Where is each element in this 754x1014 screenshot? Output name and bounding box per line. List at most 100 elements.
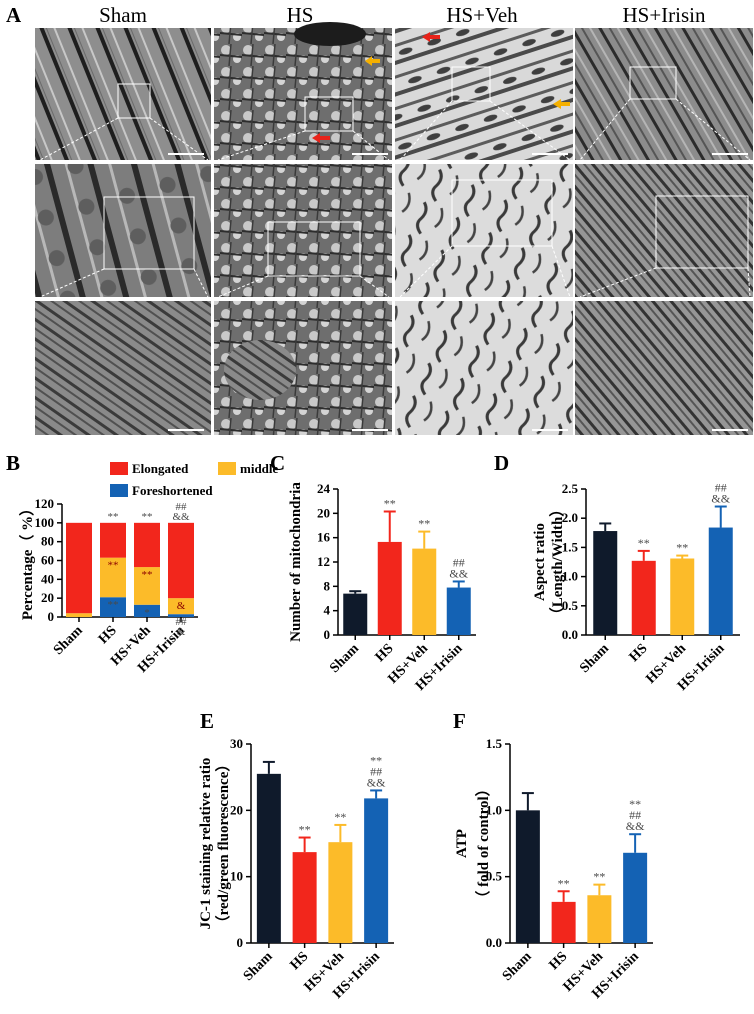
bar-hs-irisin	[708, 527, 733, 635]
y-axis-label: Number of mitochondria	[288, 482, 304, 642]
y-tick-label: 2.5	[562, 481, 579, 496]
panel-label-e: E	[200, 709, 214, 733]
legend-swatch-middle	[218, 462, 236, 475]
significance-marker: &&	[626, 819, 645, 833]
micrograph-hs-irisin-mid	[575, 164, 753, 298]
y-tick-label: 12	[317, 554, 330, 569]
bar-segment-middle	[100, 557, 126, 598]
significance-marker: **	[638, 536, 650, 550]
y-tick-label: 20	[230, 802, 243, 817]
y-tick-label: 80	[41, 534, 54, 549]
significance-marker: **	[370, 753, 382, 767]
y-tick-label: 30	[230, 736, 243, 751]
x-tick-label: Sham	[327, 641, 362, 676]
bar-hs-veh	[412, 548, 437, 635]
micrograph-hs-irisin-low	[575, 28, 753, 161]
significance-marker: **	[558, 876, 570, 890]
y-tick-label: 24	[317, 481, 331, 496]
x-tick-label: HS	[288, 949, 312, 973]
y-tick-label: 0	[324, 627, 331, 642]
y-tick-label: 2.0	[562, 510, 578, 525]
significance-marker: **	[629, 797, 641, 811]
legend-swatch-foreshortened	[110, 484, 128, 497]
micrograph-sham-high	[35, 301, 211, 435]
significance-marker: &&	[367, 775, 386, 789]
legend-label-middle: middle	[240, 461, 279, 476]
y-tick-label: 0	[48, 609, 55, 624]
y-axis-label: Percentage（ %）	[18, 501, 36, 620]
significance-marker: **	[334, 810, 346, 824]
y-axis-label-secondary: （ fold of control）	[474, 781, 492, 905]
bar-segment-elongated	[168, 522, 194, 599]
significance-marker: ##	[176, 501, 188, 513]
y-tick-label: 1.5	[486, 736, 503, 751]
bar-sham	[256, 773, 281, 943]
bar-hs-veh	[587, 895, 612, 943]
panel-label-f: F	[453, 709, 466, 733]
y-axis-label-secondary: （Length/Width）	[548, 502, 566, 623]
significance-marker: **	[593, 870, 605, 884]
x-tick-label: HS	[547, 949, 571, 973]
significance-marker: **	[142, 511, 153, 523]
bar-hs	[551, 901, 576, 943]
x-tick-label: Sham	[500, 949, 535, 984]
x-tick-label: HS	[373, 641, 397, 665]
micrograph-hs-veh-mid	[395, 164, 573, 298]
y-tick-label: 0	[237, 935, 244, 950]
yellow-arrow-icon	[365, 56, 380, 66]
micrograph-hs-high	[214, 301, 392, 435]
micrograph-hs-veh-low	[395, 28, 573, 161]
group-title-hs: HS	[287, 3, 314, 27]
bar-segment-elongated	[100, 522, 126, 558]
y-tick-label: 4	[324, 603, 331, 618]
x-tick-label: HS	[96, 623, 120, 647]
significance-marker: **	[676, 541, 688, 555]
y-axis-label: ATP	[454, 829, 470, 858]
legend-label-foreshortened: Foreshortened	[132, 483, 213, 498]
bar-segment-foreshortened	[134, 604, 160, 617]
yellow-arrow-icon	[553, 99, 570, 109]
significance-marker: &&	[172, 511, 190, 523]
bar-sham	[343, 593, 368, 635]
micrograph-panel: A Sham HS HS+Veh HS+Irisin	[6, 3, 753, 435]
micrograph-hs-low	[214, 22, 392, 161]
significance-marker: ##	[453, 555, 465, 569]
group-title-sham: Sham	[99, 3, 147, 27]
significance-marker: ##	[176, 616, 188, 628]
bar-hs-veh	[670, 558, 695, 635]
bar-hs-irisin	[364, 798, 389, 943]
red-arrow-icon	[422, 32, 440, 42]
bar-segment-middle	[66, 613, 92, 617]
y-tick-label: 60	[41, 553, 54, 568]
bar-hs-irisin	[623, 852, 648, 943]
y-axis-label-secondary: （red/green fluorescence）	[214, 757, 232, 931]
y-tick-label: 0.5	[486, 869, 503, 884]
bar-segment-elongated	[66, 522, 92, 614]
legend-label-elongated: Elongated	[132, 461, 189, 476]
y-tick-label: 8	[324, 578, 331, 593]
significance-marker: &	[177, 600, 186, 612]
significance-marker: **	[418, 517, 430, 531]
bar-sham	[515, 810, 540, 943]
group-title-hs-veh: HS+Veh	[446, 3, 518, 27]
y-tick-label: 1.0	[486, 802, 502, 817]
panel-label-a: A	[6, 3, 22, 27]
y-tick-label: 120	[35, 496, 55, 511]
bar-segment-foreshortened	[168, 614, 194, 617]
panel-label-c: C	[270, 451, 285, 475]
significance-marker: **	[108, 511, 119, 523]
micrograph-hs-veh-high	[395, 301, 573, 435]
x-tick-label: Sham	[51, 623, 86, 658]
significance-marker: ##	[370, 764, 382, 778]
micrograph-hs-mid	[214, 164, 392, 298]
significance-marker: &	[177, 626, 186, 638]
y-tick-label: 40	[41, 571, 54, 586]
y-axis-label: JC-1 staining relative ratio	[198, 758, 214, 930]
red-arrow-icon	[312, 133, 330, 143]
y-tick-label: 0.0	[486, 935, 502, 950]
bar-sham	[593, 531, 618, 635]
bar-segment-elongated	[134, 522, 160, 568]
group-title-hs-irisin: HS+Irisin	[622, 3, 706, 27]
